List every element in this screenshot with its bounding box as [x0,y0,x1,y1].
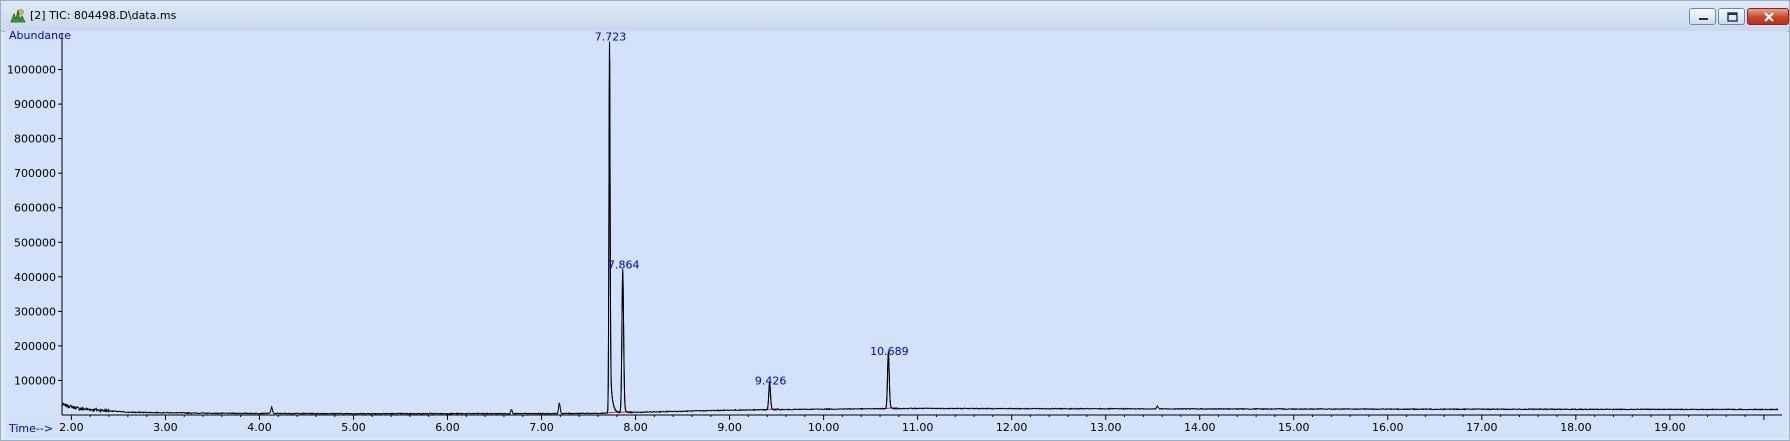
peak-apex-line [601,41,619,414]
x-tick-label: 12.00 [996,421,1028,434]
y-tick-label: 800000 [14,133,56,146]
x-tick-label: 15.00 [1278,421,1310,434]
tic-trace-line [61,60,1779,415]
x-tick-label: 11.00 [902,421,934,434]
minimize-button[interactable] [1689,8,1716,25]
tic-trace [61,41,1779,415]
x-tick-label: 16.00 [1372,421,1404,434]
x-axis-label: Time--> [8,422,53,435]
peak-label: 7.723 [595,31,627,44]
x-tick-label: 19.00 [1654,421,1686,434]
y-tick-label: 600000 [14,202,56,215]
x-tick-label: 13.00 [1090,421,1122,434]
y-tick-label: 400000 [14,271,56,284]
x-tick-label: 2.00 [59,421,84,434]
y-tick-label: 500000 [14,236,56,249]
restore-icon [1727,12,1738,22]
y-tick-label: 700000 [14,167,56,180]
chromatogram-chart: Abundance Time--> 100000 200000 300000 4000… [7,31,1782,435]
x-axis-ticks: 2.00 3.00 4.00 5.00 6.00 7.00 8.00 9.00 10.00 11.… [59,415,1765,434]
axes [61,33,1782,416]
x-tick-label: 9.00 [717,421,742,434]
x-tick-label: 14.00 [1184,421,1216,434]
plot-area[interactable]: Abundance Time--> 100000 200000 300000 4000… [5,31,1787,438]
minimize-icon [1699,18,1708,20]
peak-label: 7.864 [608,259,640,272]
y-tick-label: 200000 [14,340,56,353]
x-tick-label: 18.00 [1560,421,1592,434]
y-axis-label: Abundance [9,31,71,42]
peak-apex-line [761,380,779,411]
x-tick-label: 5.00 [341,421,366,434]
y-tick-label: 900000 [14,98,56,111]
x-tick-label: 17.00 [1466,421,1498,434]
chromatogram-app-icon [10,9,26,23]
x-tick-label: 8.00 [623,421,648,434]
peak-apex-line [613,269,632,413]
x-tick-label: 6.00 [435,421,460,434]
peak-labels: 7.723 7.864 9.426 10.689 [595,31,909,387]
close-button[interactable] [1747,8,1789,25]
window-title: [2] TIC: 804498.D\data.ms [30,9,177,22]
x-tick-label: 4.00 [247,421,272,434]
close-icon [1764,12,1774,22]
peak-apex-line [879,351,897,410]
x-tick-label: 3.00 [153,421,178,434]
x-tick-label: 10.00 [808,421,840,434]
y-tick-label: 300000 [14,305,56,318]
y-tick-label: 100000 [14,374,56,387]
title-bar[interactable]: [2] TIC: 804498.D\data.ms [1,1,1789,32]
peak-label: 10.689 [870,345,909,358]
y-tick-label: 1000000 [7,64,56,77]
x-tick-label: 7.00 [529,421,554,434]
restore-button[interactable] [1718,8,1745,25]
peak-label: 9.426 [755,374,787,387]
y-axis-ticks: 100000 200000 300000 400000 500000 600000 7000… [7,64,62,387]
